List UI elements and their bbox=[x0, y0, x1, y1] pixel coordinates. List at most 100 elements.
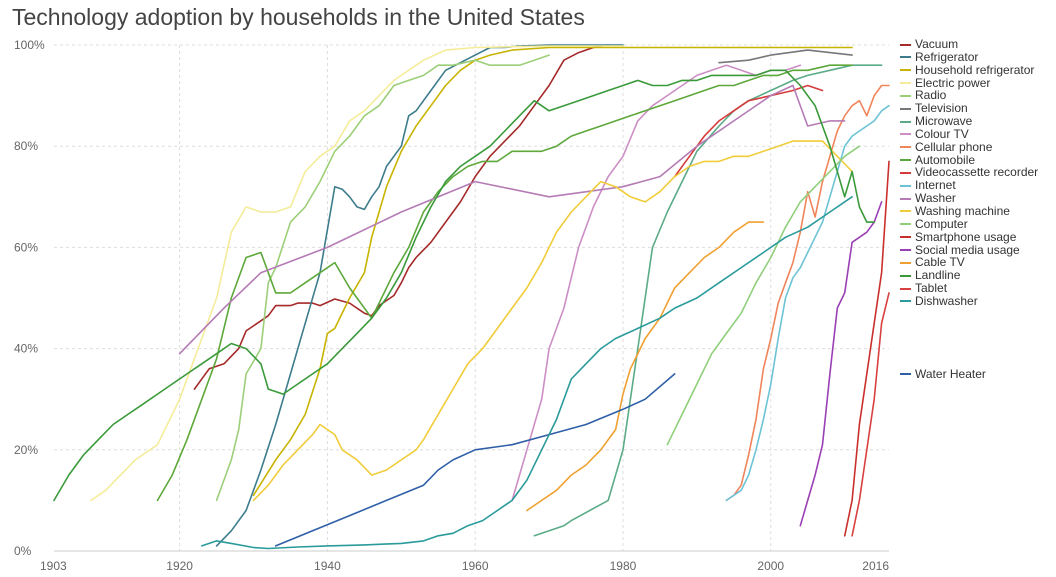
legend-label: Radio bbox=[915, 88, 947, 103]
legend-item-radio[interactable]: Radio bbox=[900, 89, 1038, 102]
legend-swatch bbox=[900, 171, 911, 174]
series-line-television bbox=[718, 49, 853, 64]
series-line-colour-tv bbox=[511, 64, 802, 502]
legend-label: Refrigerator bbox=[915, 49, 979, 64]
y-tick-label: 40% bbox=[14, 342, 38, 356]
legend-item-tablet[interactable]: Tablet bbox=[900, 282, 1038, 295]
legend-swatch bbox=[900, 373, 911, 375]
legend-label: Electric power bbox=[915, 75, 991, 90]
series-line-cable-tv bbox=[526, 221, 765, 512]
series-line-radio bbox=[215, 54, 550, 502]
legend-item-automobile[interactable]: Automobile bbox=[900, 153, 1038, 167]
legend-swatch bbox=[900, 236, 911, 239]
legend-label: Colour TV bbox=[915, 126, 969, 141]
legend-item-videocassette-recorder[interactable]: Videocassette recorder bbox=[900, 166, 1038, 179]
legend-label: Social media usage bbox=[915, 242, 1020, 257]
legend-item-colour-tv[interactable]: Colour TV bbox=[900, 126, 1038, 141]
legend-item-microwave[interactable]: Microwave bbox=[900, 115, 1038, 128]
legend-item-smartphone-usage[interactable]: Smartphone usage bbox=[900, 229, 1038, 244]
legend-item-washing-machine[interactable]: Washing machine bbox=[900, 205, 1038, 218]
legend-item-landline[interactable]: Landline bbox=[900, 269, 1038, 282]
series-line-dishwasher bbox=[201, 196, 853, 550]
series-line-internet bbox=[725, 104, 890, 502]
legend-label: Internet bbox=[915, 178, 956, 193]
x-axis: 1903 1920 1940 1960 1980 2000 2016 bbox=[40, 550, 889, 573]
legend-item-washer[interactable]: Washer bbox=[900, 192, 1038, 205]
y-tick-label: 100% bbox=[14, 38, 45, 52]
y-tick-label: 80% bbox=[14, 139, 38, 153]
series-line-landline bbox=[53, 69, 875, 502]
chart-title: Technology adoption by households in the… bbox=[12, 4, 585, 30]
x-tick-label: 1940 bbox=[314, 559, 341, 573]
legend-item-internet[interactable]: Internet bbox=[900, 179, 1038, 192]
legend-item-social-media-usage[interactable]: Social media usage bbox=[900, 242, 1038, 257]
legend-swatch bbox=[900, 56, 911, 59]
legend-swatch bbox=[900, 274, 911, 277]
legend-label: Cellular phone bbox=[915, 139, 993, 154]
legend-label: Vacuum bbox=[915, 37, 959, 51]
series-line-water-heater bbox=[274, 373, 676, 547]
series-line-washing-machine bbox=[252, 140, 853, 502]
y-tick-label: 0% bbox=[14, 544, 32, 558]
legend-item-refrigerator[interactable]: Refrigerator bbox=[900, 49, 1038, 64]
series-line-tablet bbox=[851, 292, 890, 537]
legend-swatch bbox=[900, 261, 911, 264]
legend-swatch bbox=[900, 120, 911, 123]
legend-swatch bbox=[900, 300, 911, 303]
legend-label: Videocassette recorder bbox=[915, 165, 1039, 180]
legend-swatch bbox=[900, 249, 911, 251]
x-tick-label: 2000 bbox=[757, 559, 784, 573]
legend-item-vacuum[interactable]: Vacuum bbox=[900, 38, 1038, 51]
series-line-computer bbox=[666, 145, 861, 446]
legend-swatch bbox=[900, 146, 911, 149]
legend-label: Tablet bbox=[915, 281, 948, 296]
legend-label: Landline bbox=[915, 268, 961, 283]
y-axis: 0% 20% 40% 60% 80% 100% bbox=[14, 38, 45, 558]
legend-label: Computer bbox=[915, 216, 968, 231]
legend-label: Smartphone usage bbox=[915, 229, 1017, 244]
series-line-refrigerator bbox=[215, 44, 624, 547]
series-lines bbox=[53, 44, 890, 550]
legend-swatch bbox=[900, 133, 911, 136]
legend-label: Microwave bbox=[915, 114, 973, 129]
legend-swatch bbox=[900, 94, 911, 97]
legend-item-television[interactable]: Television bbox=[900, 102, 1038, 115]
x-tick-label: 1920 bbox=[166, 559, 193, 573]
legend-swatch bbox=[900, 69, 911, 72]
legend-swatch bbox=[900, 107, 911, 110]
series-line-smartphone-usage bbox=[843, 160, 890, 537]
legend-label: Washing machine bbox=[915, 203, 1010, 218]
series-line-electric-power bbox=[90, 45, 624, 502]
x-tick-label: 1903 bbox=[40, 559, 67, 573]
legend-item-cable-tv[interactable]: Cable TV bbox=[900, 256, 1038, 269]
legend-label: Water Heater bbox=[915, 367, 986, 381]
legend-item-water-heater[interactable]: Water Heater bbox=[900, 367, 986, 381]
legend-extra: Water Heater bbox=[900, 367, 986, 381]
legend-swatch bbox=[900, 287, 911, 290]
legend-swatch bbox=[900, 223, 911, 226]
legend-label: Television bbox=[915, 101, 968, 116]
legend-label: Washer bbox=[915, 191, 956, 206]
grid-lines bbox=[54, 44, 889, 551]
x-tick-label: 1960 bbox=[462, 559, 489, 573]
legend-swatch bbox=[900, 184, 911, 187]
legend-item-household-refrigerator[interactable]: Household refrigerator bbox=[900, 63, 1038, 77]
series-line-social-media-usage bbox=[799, 201, 883, 527]
legend-swatch bbox=[900, 82, 911, 85]
legend-item-electric-power[interactable]: Electric power bbox=[900, 75, 1038, 90]
y-tick-label: 60% bbox=[14, 240, 38, 254]
legend-label: Cable TV bbox=[915, 255, 965, 270]
legend-swatch bbox=[900, 43, 911, 46]
legend: Vacuum Refrigerator Household refrigerator… bbox=[900, 38, 1038, 308]
legend-item-dishwasher[interactable]: Dishwasher bbox=[900, 293, 1038, 308]
y-tick-label: 20% bbox=[14, 443, 38, 457]
legend-item-cellular-phone[interactable]: Cellular phone bbox=[900, 139, 1038, 154]
legend-swatch bbox=[900, 159, 911, 162]
series-line-washer bbox=[178, 84, 846, 355]
legend-label: Dishwasher bbox=[915, 293, 978, 308]
legend-item-computer[interactable]: Computer bbox=[900, 216, 1038, 231]
x-tick-label: 1980 bbox=[610, 559, 637, 573]
series-line-automobile bbox=[156, 64, 853, 502]
legend-swatch bbox=[900, 210, 911, 213]
